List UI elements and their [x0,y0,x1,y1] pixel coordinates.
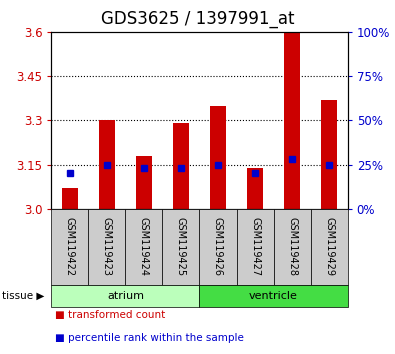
Text: ■ transformed count: ■ transformed count [55,310,166,320]
Text: GSM119427: GSM119427 [250,217,260,276]
Text: GSM119429: GSM119429 [324,217,334,276]
Bar [62,188,78,209]
Bar [210,105,226,209]
Bar [135,156,152,209]
Bar [284,32,300,209]
Text: atrium: atrium [107,291,144,301]
Text: ventricle: ventricle [249,291,298,301]
Bar [247,167,263,209]
Text: GSM119426: GSM119426 [213,217,223,276]
Text: tissue ▶: tissue ▶ [2,291,44,301]
Bar [173,123,189,209]
Text: GSM119423: GSM119423 [102,217,112,276]
Text: ■ percentile rank within the sample: ■ percentile rank within the sample [55,333,244,343]
Text: GDS3625 / 1397991_at: GDS3625 / 1397991_at [101,10,294,28]
Text: GSM119428: GSM119428 [287,217,297,276]
Text: GSM119425: GSM119425 [176,217,186,276]
Text: GSM119424: GSM119424 [139,217,149,276]
Bar [321,100,337,209]
Text: GSM119422: GSM119422 [65,217,75,276]
Bar [99,120,115,209]
